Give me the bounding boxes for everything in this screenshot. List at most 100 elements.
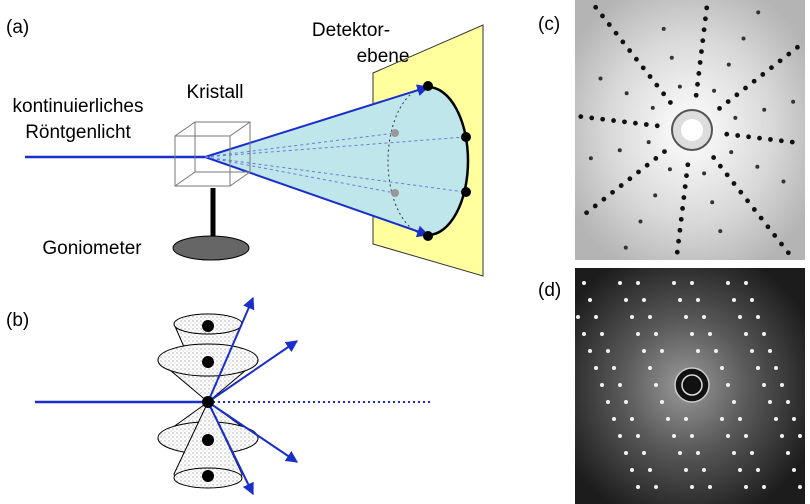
diffraction-spot (642, 349, 646, 353)
diffraction-spot (798, 485, 802, 489)
diffraction-spot (759, 216, 764, 221)
diffraction-spot (746, 134, 751, 139)
diffraction-spot (694, 93, 699, 98)
diffraction-spot (690, 332, 694, 336)
diffraction-spot (594, 366, 598, 370)
diffraction-spot (662, 149, 667, 154)
diffraction-spot (720, 366, 724, 370)
diffraction-cone (205, 87, 468, 235)
diffraction-spot (653, 156, 658, 161)
diffraction-spot (732, 181, 737, 186)
diffraction-spot (702, 171, 706, 175)
diffraction-spot (762, 383, 766, 387)
diffraction-spot (745, 198, 750, 203)
diffraction-spot (678, 298, 682, 302)
diffraction-spot (633, 121, 638, 126)
beam-stop (681, 119, 703, 141)
diffraction-spot (781, 180, 785, 184)
diffraction-spot (708, 485, 712, 489)
diffraction-spot (624, 246, 628, 250)
spot (423, 231, 433, 241)
diffraction-spot (696, 71, 701, 76)
diffraction-spot (769, 65, 774, 70)
diffraction-spot (684, 468, 688, 472)
diffraction-spot (642, 451, 646, 455)
diffraction-spot (690, 485, 694, 489)
diffraction-spot (611, 118, 616, 123)
diffraction-spot (772, 233, 777, 238)
diffraction-spot (683, 184, 688, 189)
diffraction-spot (733, 116, 737, 120)
diffraction-spot (654, 485, 658, 489)
diffraction-spot (696, 451, 700, 455)
panel-label: (a) (6, 17, 29, 38)
diffraction-spot (786, 250, 791, 255)
detector-label: ebene (357, 46, 410, 67)
diffraction-spot (762, 485, 766, 489)
diffraction-spot (636, 332, 640, 336)
diffraction-spot (582, 332, 586, 336)
diffraction-spot (702, 468, 706, 472)
diffraction-spot (648, 315, 652, 319)
diffraction-spot (600, 14, 605, 19)
diffraction-spot (786, 400, 790, 404)
panel-label: (c) (538, 14, 560, 35)
spot (391, 189, 399, 197)
diffraction-spot (672, 281, 676, 285)
diffraction-spot (779, 138, 784, 143)
diffraction-spot (752, 207, 757, 212)
diffraction-spot (678, 85, 682, 89)
diffraction-spot (653, 193, 657, 197)
diffraction-spot (726, 434, 730, 438)
page: (a) Detektor- ebene Kristall kontinuierl… (0, 0, 810, 504)
source-label: Röntgenlicht (25, 122, 131, 143)
diffraction-spot (630, 315, 634, 319)
diffraction-spot (614, 31, 619, 36)
diffraction-spot (695, 82, 700, 87)
diffraction-spot (622, 119, 627, 124)
diffraction-spot (660, 349, 664, 353)
diffraction-spot (610, 190, 615, 195)
diffraction-spot (768, 137, 773, 142)
diffraction-spot (578, 114, 583, 119)
diffraction-spot (718, 229, 722, 233)
panel-label: (b) (6, 310, 29, 331)
diffraction-spot (589, 116, 594, 121)
diffraction-spot (696, 298, 700, 302)
diffraction-spot (647, 140, 651, 144)
diffraction-spot (636, 170, 641, 175)
diffraction-spot (780, 383, 784, 387)
diffraction-spot (634, 57, 639, 62)
diffraction-spot (661, 91, 666, 96)
diffraction-spot (735, 133, 740, 138)
diffraction-spot (668, 167, 672, 171)
diffraction-spot (630, 417, 634, 421)
diffraction-spot (618, 383, 622, 387)
diffraction-spot (624, 298, 628, 302)
diffraction-spot (744, 434, 748, 438)
diffraction-spot (766, 224, 771, 229)
diffraction-spot (750, 349, 754, 353)
diffraction-spot (700, 38, 705, 43)
diffraction-spot (641, 65, 646, 70)
diffraction-spot (774, 366, 778, 370)
diffraction-spot (714, 349, 718, 353)
diffraction-spot (711, 155, 716, 160)
diffraction-spot (601, 197, 606, 202)
diffraction-spot (627, 48, 632, 53)
diffraction-spot (786, 451, 790, 455)
diffraction-spot (624, 451, 628, 455)
diffraction-spot (684, 417, 688, 421)
diffraction-spot (618, 148, 622, 152)
diffraction-spot (744, 332, 748, 336)
diffraction-spot (645, 163, 650, 168)
diffraction-spot (618, 281, 622, 285)
diffraction-spot (648, 468, 652, 472)
diffraction-spot (738, 468, 742, 472)
diffraction-spot (655, 123, 660, 128)
diffraction-spot (738, 417, 742, 421)
diffraction-spot (710, 200, 714, 204)
diffraction-spot (743, 86, 748, 91)
diffraction-spot (619, 183, 624, 188)
diffraction-spot (744, 281, 748, 285)
